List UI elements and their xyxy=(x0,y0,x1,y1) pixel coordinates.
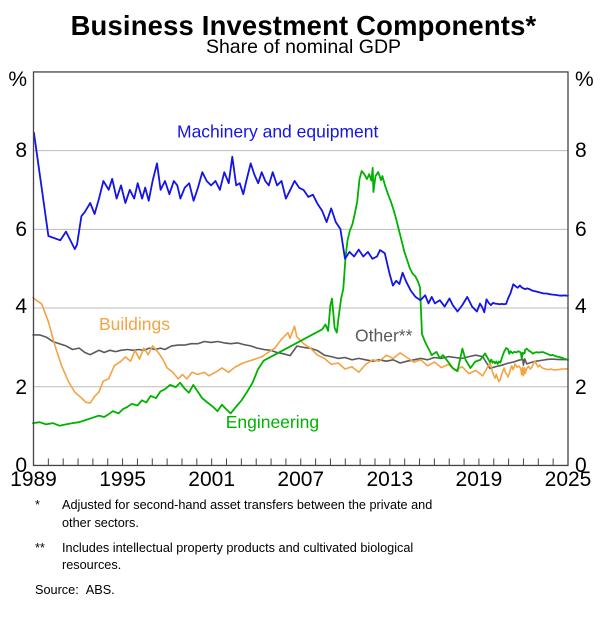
svg-text:6: 6 xyxy=(15,218,27,241)
svg-text:2019: 2019 xyxy=(456,468,503,491)
svg-text:Other**: Other** xyxy=(355,326,413,346)
svg-text:1995: 1995 xyxy=(99,468,146,491)
svg-text:8: 8 xyxy=(575,139,587,162)
svg-text:2013: 2013 xyxy=(366,468,413,491)
svg-text:1989: 1989 xyxy=(10,468,57,491)
svg-text:Engineering: Engineering xyxy=(226,412,319,432)
svg-text:2001: 2001 xyxy=(188,468,235,491)
svg-text:4: 4 xyxy=(575,295,587,318)
svg-text:Machinery and equipment: Machinery and equipment xyxy=(177,122,379,142)
svg-text:6: 6 xyxy=(575,218,587,241)
svg-text:2: 2 xyxy=(575,376,587,399)
svg-text:4: 4 xyxy=(15,295,27,318)
svg-text:2: 2 xyxy=(15,376,27,399)
svg-text:%: % xyxy=(575,68,594,91)
svg-text:2025: 2025 xyxy=(545,468,592,491)
svg-text:8: 8 xyxy=(15,139,27,162)
svg-text:%: % xyxy=(8,68,27,91)
svg-text:2007: 2007 xyxy=(277,468,324,491)
svg-text:Buildings: Buildings xyxy=(99,314,170,334)
